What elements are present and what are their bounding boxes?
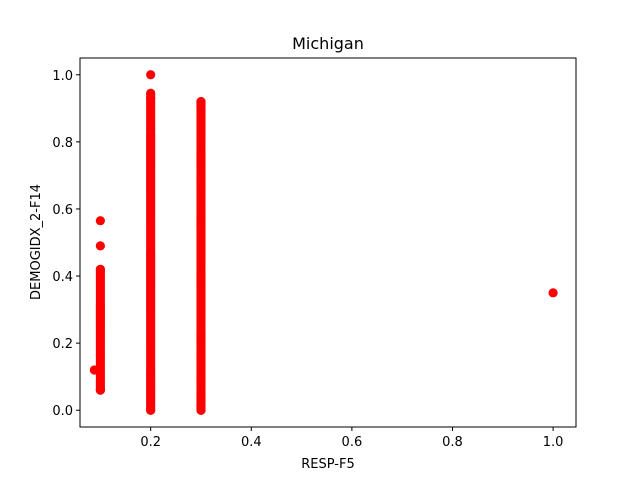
data-point bbox=[95, 241, 105, 251]
data-point bbox=[548, 288, 558, 298]
y-tick-label: 0.6 bbox=[52, 203, 73, 218]
y-tick-label: 0.4 bbox=[52, 270, 73, 285]
y-tick-label: 1.0 bbox=[52, 69, 73, 84]
x-tick-label: 0.2 bbox=[140, 435, 161, 450]
data-point bbox=[89, 365, 99, 375]
x-tick-label: 1.0 bbox=[543, 435, 564, 450]
y-axis-ticks: 0.0 0.2 0.4 0.6 0.8 1.0 bbox=[52, 69, 80, 419]
y-tick-label: 0.8 bbox=[52, 136, 73, 151]
x-axis-label: RESP-F5 bbox=[301, 457, 355, 472]
x-tick-label: 0.4 bbox=[241, 435, 262, 450]
data-point bbox=[196, 405, 206, 415]
y-tick-label: 0.0 bbox=[52, 404, 73, 419]
x-axis-ticks: 0.2 0.4 0.6 0.8 1.0 bbox=[140, 427, 563, 450]
plot-frame bbox=[79, 57, 577, 428]
points-layer bbox=[89, 70, 558, 415]
data-point bbox=[196, 97, 206, 107]
data-point bbox=[146, 405, 156, 415]
chart-title: Michigan bbox=[292, 34, 364, 53]
data-point bbox=[95, 264, 105, 274]
y-axis-label: DEMOGIDX_2-F14 bbox=[29, 184, 44, 300]
x-tick-label: 0.8 bbox=[442, 435, 463, 450]
data-point bbox=[95, 385, 105, 395]
data-point bbox=[95, 216, 105, 226]
data-point bbox=[146, 70, 156, 80]
x-tick-label: 0.6 bbox=[342, 435, 363, 450]
y-tick-label: 0.2 bbox=[52, 337, 73, 352]
data-point bbox=[146, 93, 156, 103]
